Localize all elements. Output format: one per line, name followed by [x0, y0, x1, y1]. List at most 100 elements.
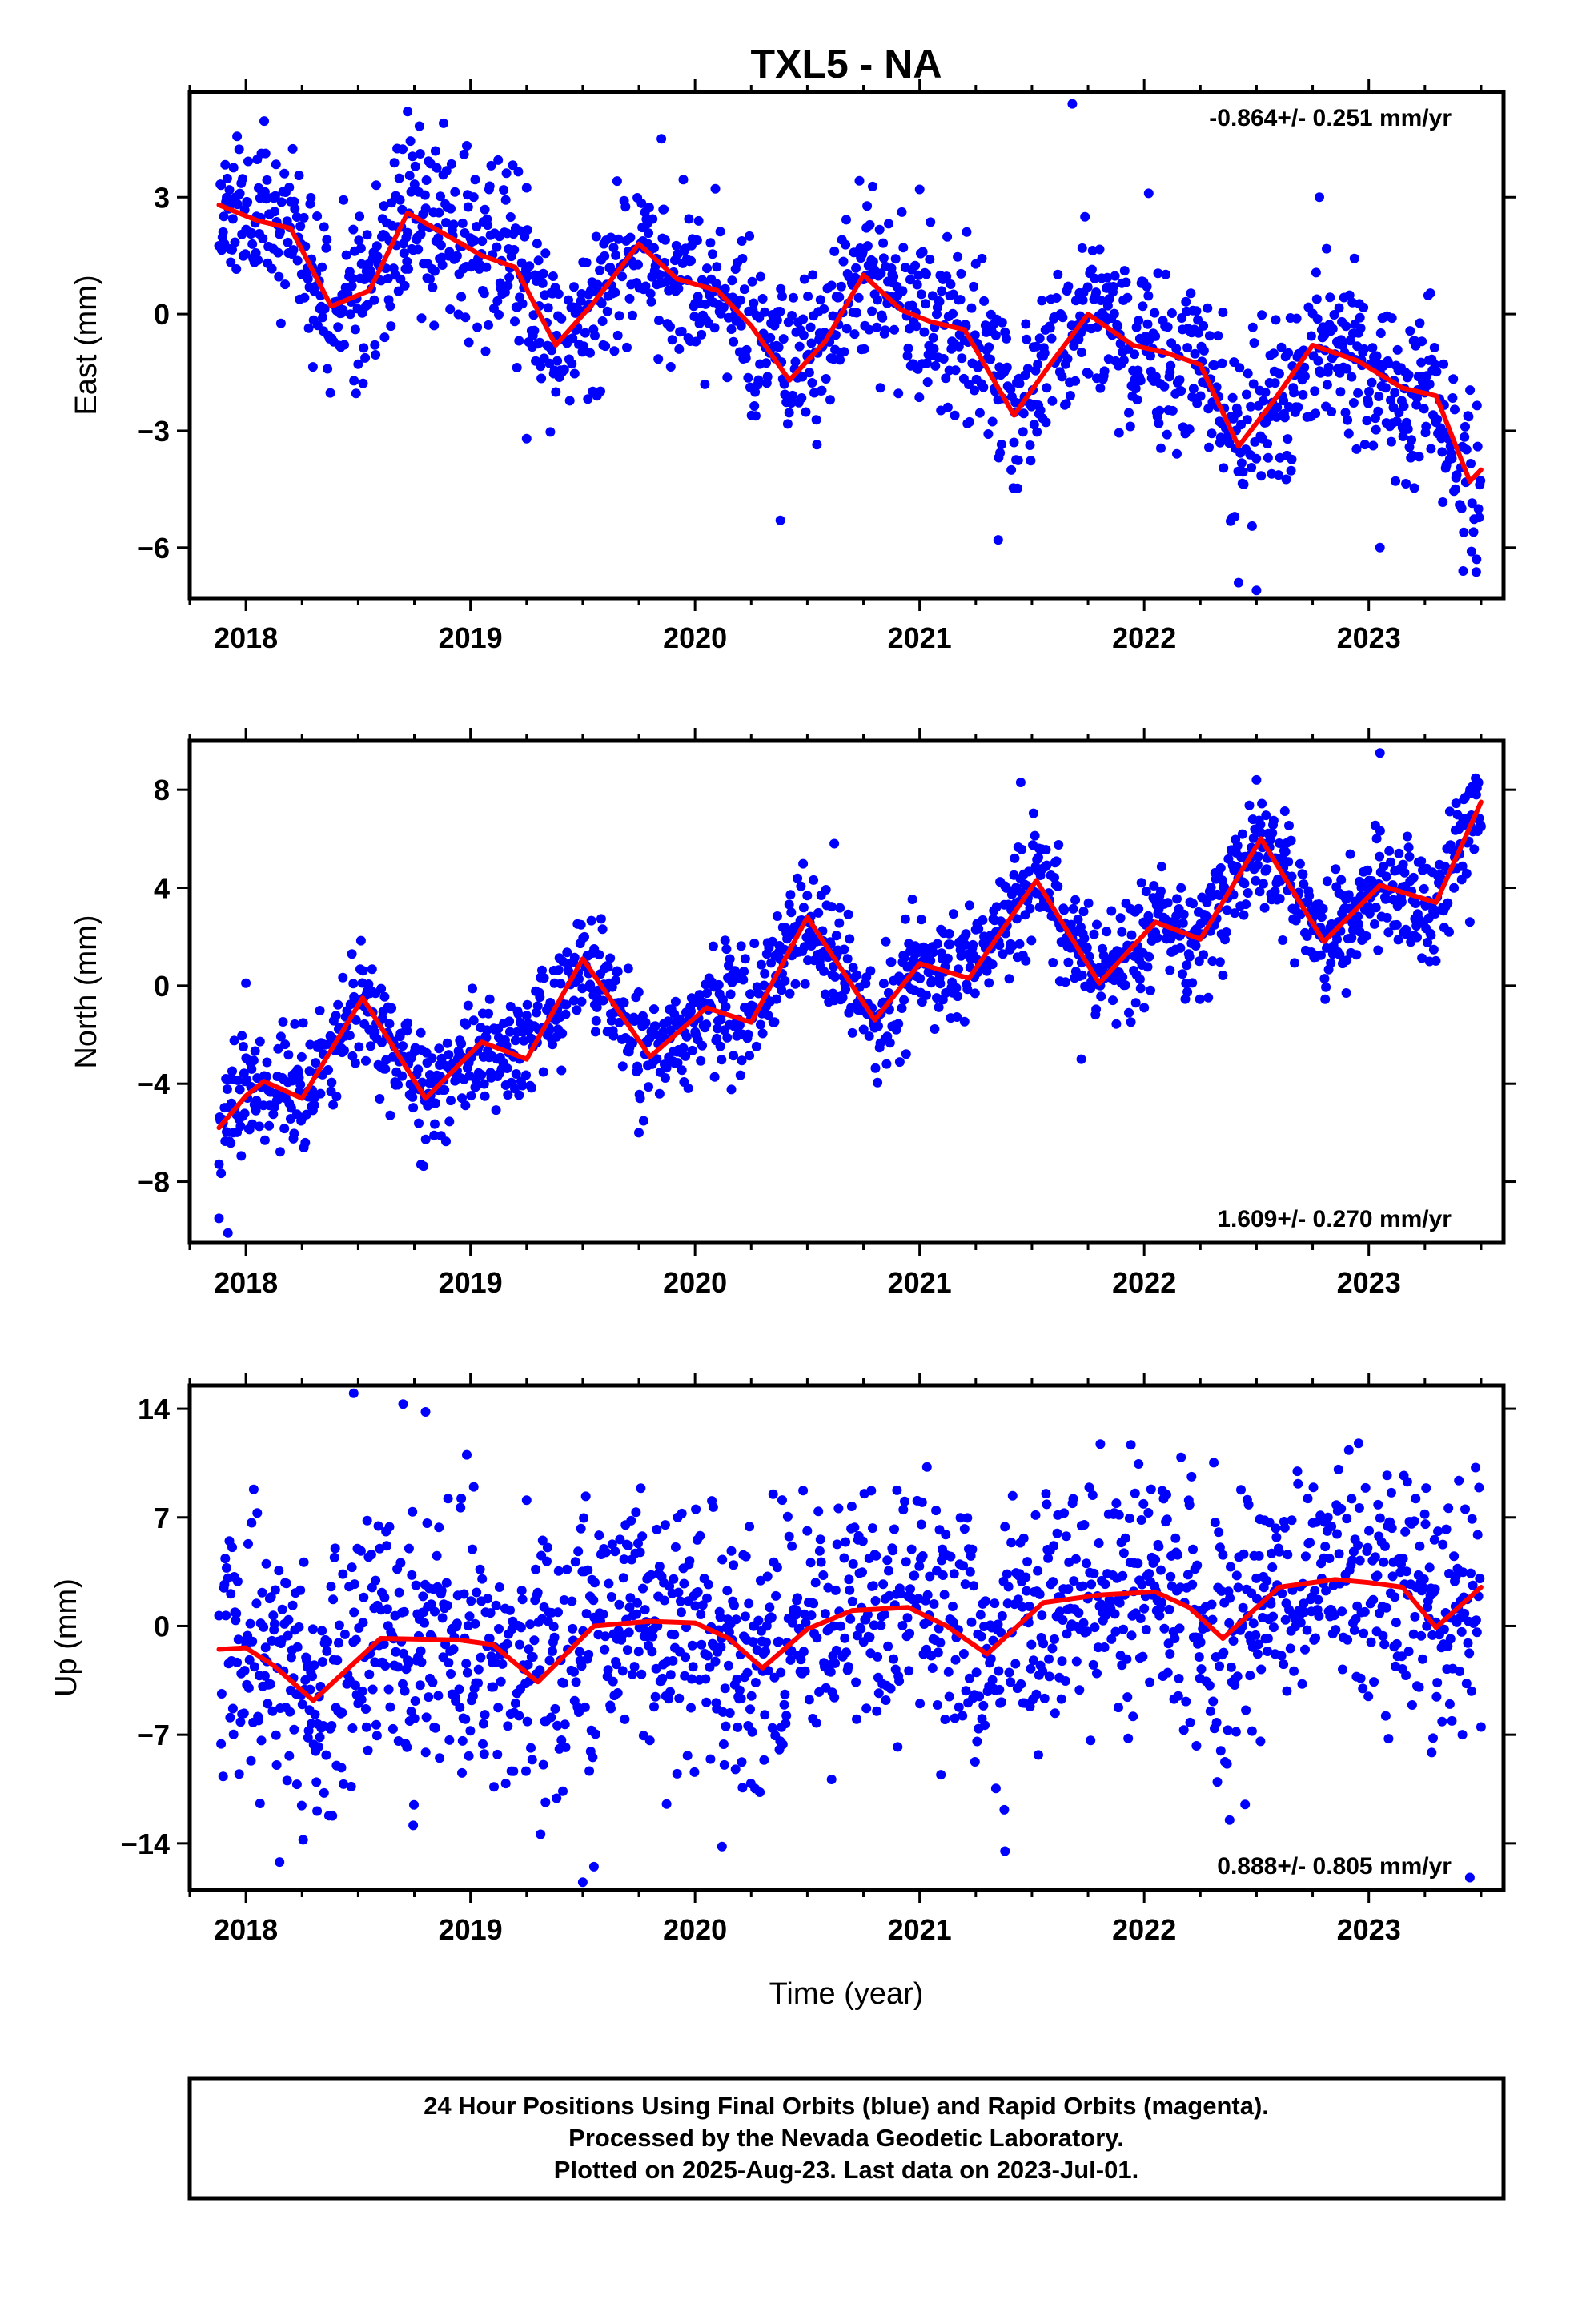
- data-point: [877, 312, 888, 323]
- data-point: [483, 1594, 493, 1604]
- data-point: [1054, 1606, 1065, 1617]
- data-point: [926, 975, 937, 986]
- data-point: [403, 107, 413, 117]
- data-point: [1450, 404, 1460, 415]
- data-point: [848, 963, 858, 973]
- data-point: [500, 1779, 511, 1789]
- data-point: [1045, 323, 1055, 333]
- data-point: [938, 354, 949, 364]
- data-point: [1351, 950, 1362, 960]
- x-tick-label: 2018: [214, 621, 278, 654]
- data-point: [227, 1542, 237, 1553]
- data-point: [883, 1641, 893, 1651]
- data-point: [893, 1742, 903, 1752]
- data-point: [632, 1609, 642, 1619]
- data-point: [413, 244, 424, 255]
- data-point: [609, 346, 620, 356]
- data-point: [1053, 269, 1063, 279]
- data-point: [718, 1707, 728, 1717]
- data-point: [580, 1702, 590, 1712]
- data-point: [427, 1053, 437, 1063]
- data-point: [1203, 303, 1213, 313]
- data-point: [884, 219, 893, 229]
- data-point: [760, 968, 770, 979]
- data-point: [222, 1084, 232, 1094]
- data-point: [998, 949, 1008, 959]
- data-point: [521, 1011, 532, 1021]
- data-point: [319, 1787, 329, 1798]
- data-point: [878, 979, 889, 989]
- data-point: [1444, 927, 1454, 937]
- data-point: [1267, 1562, 1278, 1572]
- data-point: [781, 1719, 791, 1729]
- data-point: [1156, 1565, 1166, 1575]
- data-point: [1289, 1666, 1299, 1676]
- data-point: [1070, 376, 1081, 386]
- data-point: [420, 190, 430, 200]
- data-point: [214, 1610, 224, 1621]
- data-point: [966, 1617, 977, 1627]
- data-point: [1382, 912, 1392, 923]
- data-point: [1315, 192, 1324, 203]
- data-point: [741, 353, 751, 364]
- data-point: [1387, 1571, 1398, 1582]
- data-point: [697, 1639, 707, 1650]
- data-point: [553, 1566, 564, 1576]
- data-point: [686, 255, 696, 266]
- data-point: [634, 1128, 644, 1138]
- data-point: [522, 1716, 532, 1727]
- data-point: [1257, 798, 1267, 809]
- data-point: [1141, 1625, 1151, 1634]
- data-point: [442, 1600, 452, 1610]
- data-point: [725, 1708, 735, 1718]
- data-point: [628, 1038, 637, 1048]
- data-point: [380, 1661, 391, 1671]
- data-point: [544, 1025, 555, 1035]
- data-point: [1143, 291, 1154, 301]
- data-point: [1438, 1539, 1448, 1550]
- data-point: [1471, 567, 1481, 577]
- data-point: [1207, 428, 1217, 439]
- data-point: [330, 1543, 340, 1554]
- x-ticks: [188, 1373, 1483, 1903]
- data-point: [1342, 955, 1352, 966]
- data-point: [1371, 424, 1381, 435]
- data-point: [1122, 1692, 1133, 1703]
- data-point: [1364, 387, 1374, 396]
- data-point: [1335, 950, 1345, 960]
- data-point: [223, 1228, 233, 1238]
- data-point: [791, 1605, 801, 1615]
- data-point: [450, 187, 460, 197]
- data-point: [491, 1600, 501, 1610]
- data-point: [624, 293, 635, 304]
- data-point: [676, 1596, 685, 1606]
- data-point: [1004, 974, 1014, 984]
- data-point: [726, 1546, 737, 1556]
- data-point: [243, 156, 253, 167]
- data-point: [685, 1556, 695, 1566]
- data-point: [1224, 1815, 1235, 1825]
- data-point: [1038, 1666, 1048, 1676]
- data-point: [906, 1544, 917, 1554]
- data-point: [916, 289, 926, 300]
- data-point: [1018, 408, 1029, 419]
- data-point: [240, 249, 251, 259]
- data-point: [748, 1637, 758, 1647]
- data-point: [801, 407, 811, 417]
- data-point: [1118, 1570, 1128, 1581]
- data-point: [802, 1526, 813, 1536]
- data-point: [1182, 987, 1193, 997]
- data-point: [590, 331, 600, 341]
- data-point: [1311, 1633, 1321, 1643]
- data-point: [232, 1576, 243, 1586]
- data-point: [954, 341, 964, 352]
- data-point: [1118, 1624, 1129, 1634]
- data-point: [1196, 1664, 1207, 1675]
- data-point: [946, 1551, 956, 1562]
- data-point: [1054, 840, 1064, 850]
- data-point: [1457, 861, 1468, 871]
- data-point: [800, 1666, 810, 1676]
- data-point: [462, 1449, 472, 1460]
- data-point: [274, 271, 284, 282]
